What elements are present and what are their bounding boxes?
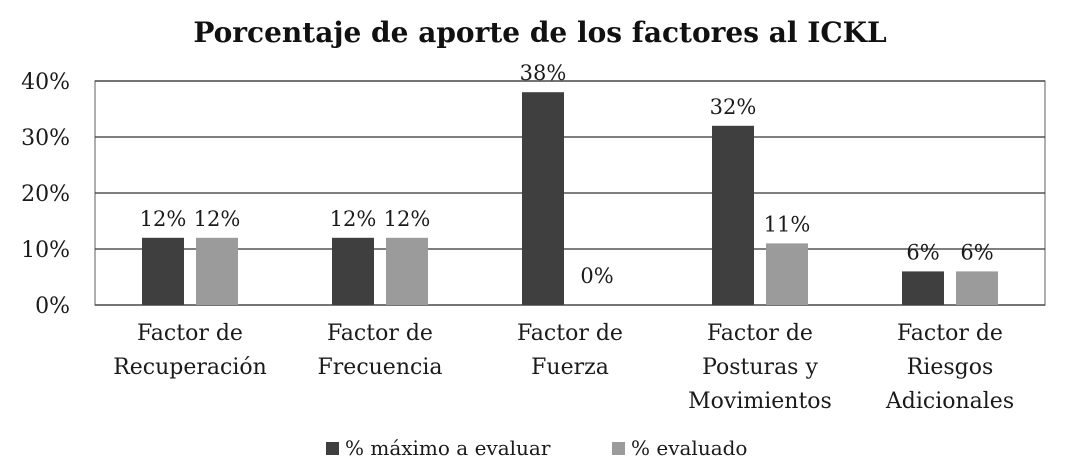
data-label: 38% xyxy=(520,61,567,85)
legend-swatch xyxy=(612,442,625,455)
category-label-line: Factor de xyxy=(897,321,1003,346)
data-label: 6% xyxy=(960,240,993,264)
data-label: 12% xyxy=(384,207,431,231)
legend-label: % máximo a evaluar xyxy=(345,436,551,460)
bar-evaluated xyxy=(766,243,808,305)
category-label-line: Riesgos xyxy=(907,355,994,380)
data-label: 0% xyxy=(580,264,613,288)
bar-max xyxy=(902,271,944,305)
data-label: 6% xyxy=(906,240,939,264)
data-label: 32% xyxy=(710,95,757,119)
data-label: 12% xyxy=(330,207,377,231)
category-label: Factor de Frecuencia xyxy=(318,321,443,380)
category-label-line: Factor de xyxy=(707,321,813,346)
category-label: Factor de Recuperación xyxy=(113,321,267,380)
bar-max xyxy=(712,125,754,305)
category-label-line: Frecuencia xyxy=(318,355,443,380)
y-tick-label: 10% xyxy=(21,238,70,263)
x-axis: Factor de Recuperación Factor de Frecuencia… xyxy=(113,321,1014,414)
y-tick-label: 30% xyxy=(21,126,70,151)
y-tick-label: 20% xyxy=(21,182,70,207)
data-label: 12% xyxy=(140,207,187,231)
category-label: Factor de Riesgos Adicionales xyxy=(885,321,1014,414)
bar-evaluated xyxy=(196,237,238,305)
chart-title: Porcentaje de aporte de los factores al … xyxy=(193,16,887,49)
category-label-line: Factor de xyxy=(327,321,433,346)
category-label-line: Factor de xyxy=(137,321,243,346)
category-label-line: Factor de xyxy=(517,321,623,346)
bar-max xyxy=(142,237,184,305)
category-label-line: Movimientos xyxy=(688,389,832,414)
legend-label: % evaluado xyxy=(631,436,747,460)
data-labels: 12% 12% 12% 12% 38% 0% 32% 11% 6% 6% xyxy=(140,61,994,288)
legend-swatch xyxy=(326,442,339,455)
bar-max xyxy=(332,237,374,305)
data-label: 12% xyxy=(194,207,241,231)
category-label: Factor de Fuerza xyxy=(517,321,623,380)
category-label-line: Recuperación xyxy=(113,355,267,380)
bars xyxy=(142,92,998,305)
data-label: 11% xyxy=(764,212,811,236)
bar-evaluated xyxy=(386,237,428,305)
gridlines xyxy=(94,80,1046,306)
bar-max xyxy=(522,92,564,305)
y-axis: 0% 10% 20% 30% 40% xyxy=(21,70,70,319)
category-label: Factor de Posturas y Movimientos xyxy=(688,321,832,414)
category-label-line: Posturas y xyxy=(702,355,818,380)
y-tick-label: 40% xyxy=(21,70,70,95)
legend: % máximo a evaluar % evaluado xyxy=(326,436,747,460)
bar-evaluated xyxy=(956,271,998,305)
y-tick-label: 0% xyxy=(35,294,70,319)
category-label-line: Fuerza xyxy=(531,355,609,380)
category-label-line: Adicionales xyxy=(885,389,1014,414)
